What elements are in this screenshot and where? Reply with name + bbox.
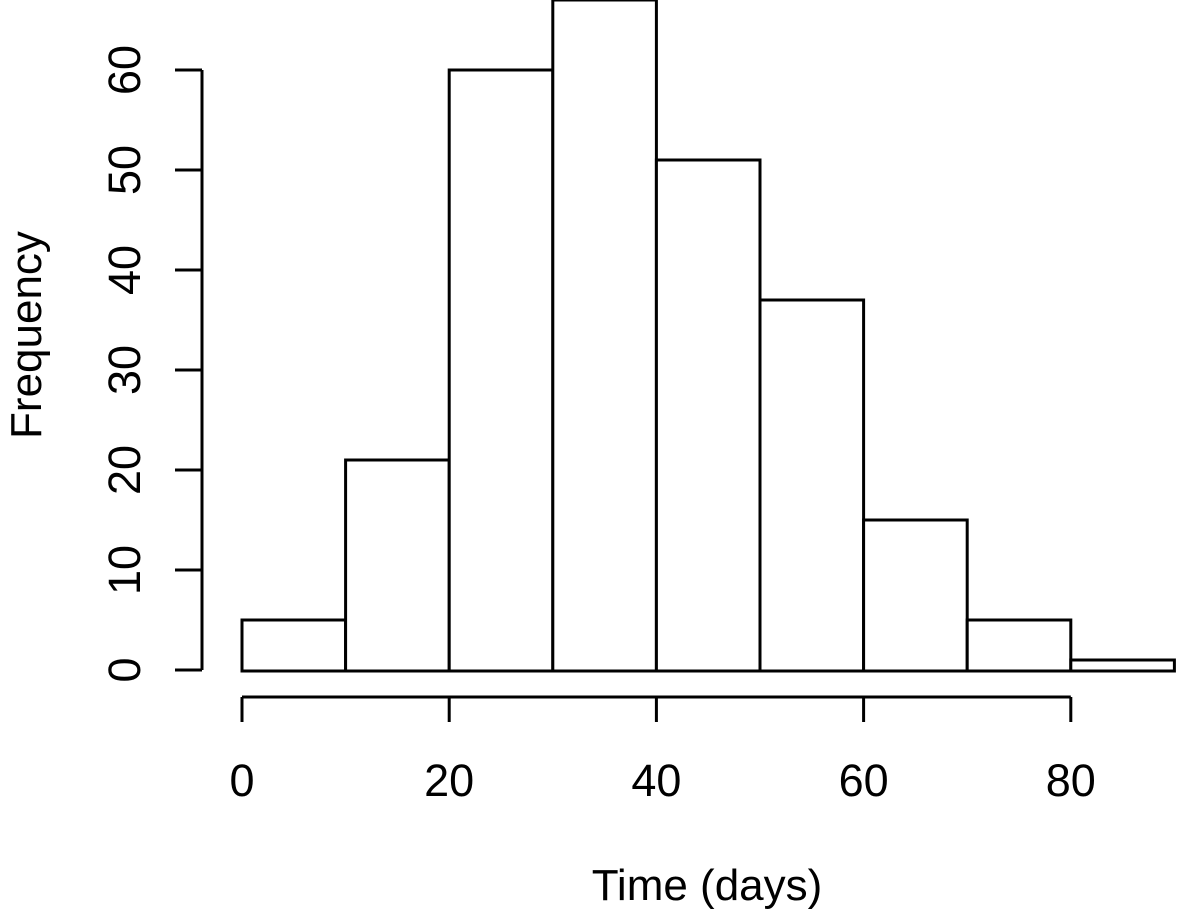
x-tick-label-20: 20 [424,755,474,806]
histogram-bar-30-40 [551,0,658,673]
y-tick-label-10: 10 [99,545,150,595]
histogram-bar-80-90 [1069,658,1176,673]
y-tick-label-30: 30 [99,345,150,395]
x-tick-label-40: 40 [631,755,681,806]
histogram-bar-20-30 [447,68,555,673]
y-tick-label-50: 50 [99,145,150,195]
histogram-bar-60-70 [862,518,969,673]
y-tick-label-20: 20 [99,445,150,495]
histogram-bar-70-80 [965,618,1073,673]
y-tick-label-40: 40 [99,245,150,295]
y-axis-title: Frequency [2,231,51,439]
histogram-bar-50-60 [758,298,866,673]
histogram-bar-0-10 [240,618,348,673]
x-tick-label-0: 0 [229,755,254,806]
x-tick-label-60: 60 [839,755,889,806]
x-axis-title: Time (days) [591,861,823,910]
y-tick-label-60: 60 [99,45,150,95]
y-tick-label-0: 0 [99,657,150,682]
histogram-bar-10-20 [344,458,451,673]
histogram-bar-40-50 [654,158,762,673]
x-tick-label-80: 80 [1046,755,1096,806]
